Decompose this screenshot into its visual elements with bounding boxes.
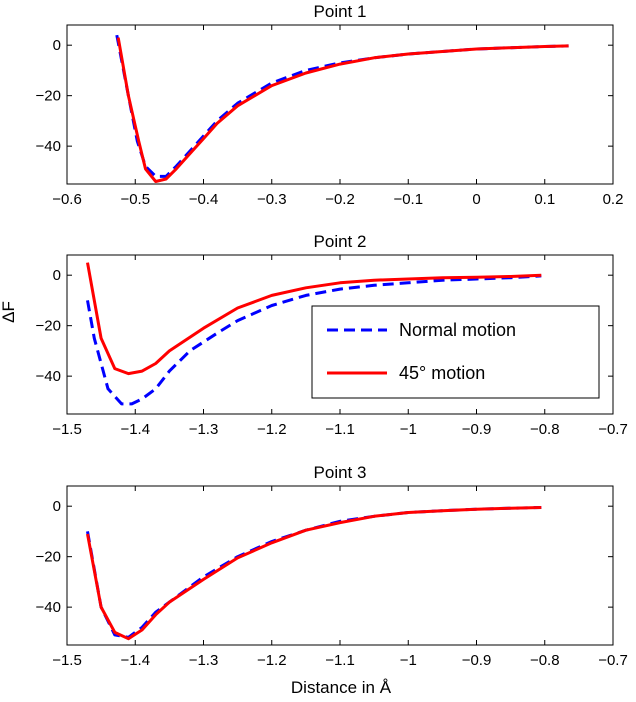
x-tick-label: −1.2 bbox=[257, 421, 287, 438]
y-tick-label: 0 bbox=[53, 267, 61, 284]
panel-3: Point 3 −1.5 −1.4 −1.3 −1.2 −1.1 −1 −0.9 −0.8 −0.… bbox=[36, 463, 628, 669]
y-tick-label: −40 bbox=[36, 599, 61, 616]
panel-title: Point 1 bbox=[314, 2, 367, 21]
x-tick-label: −1.5 bbox=[52, 421, 82, 438]
y-tick-label: 0 bbox=[53, 37, 61, 54]
x-tick-label: −0.4 bbox=[189, 191, 219, 208]
x-tick-label: −0.9 bbox=[462, 652, 492, 669]
x-tick-label: −0.8 bbox=[530, 652, 560, 669]
panel-1: Point 1 −0.6 −0.5 −0.4 −0.3 −0.2 −0.1 0 0.1 0.2 0 −… bbox=[36, 2, 624, 208]
y-tick-label: 0 bbox=[53, 498, 61, 515]
x-tick-label: −0.5 bbox=[120, 191, 150, 208]
y-tick-label: −40 bbox=[36, 138, 61, 155]
panel-title: Point 3 bbox=[314, 463, 367, 482]
legend: Normal motion 45° motion bbox=[311, 305, 600, 399]
x-tick-label: −1.4 bbox=[120, 421, 150, 438]
x-tick-label: −0.1 bbox=[393, 191, 423, 208]
y-tick-label: −40 bbox=[36, 368, 61, 385]
y-axis-label: ΔF bbox=[0, 301, 18, 323]
legend-box bbox=[311, 305, 600, 399]
x-tick-label: −0.8 bbox=[530, 421, 560, 438]
x-tick-label: 0 bbox=[472, 191, 480, 208]
y-tick-label: −20 bbox=[36, 549, 61, 566]
series-45-motion bbox=[86, 506, 542, 641]
legend-label: 45° motion bbox=[399, 363, 485, 383]
series-45-motion bbox=[86, 262, 542, 376]
series-normal-motion bbox=[86, 274, 542, 406]
x-tick-label: −1.3 bbox=[189, 652, 219, 669]
x-tick-label: −1.1 bbox=[325, 652, 355, 669]
panel-2: Point 2 −1.5 −1.4 −1.3 −1.2 −1.1 −1 −0.9 −0.8 −0.… bbox=[36, 232, 628, 438]
x-tick-label: 0.2 bbox=[603, 191, 624, 208]
panel-title: Point 2 bbox=[314, 232, 367, 251]
series-normal-motion bbox=[115, 34, 569, 178]
x-tick-label: −1 bbox=[400, 652, 417, 669]
x-tick-label: −1.2 bbox=[257, 652, 287, 669]
x-tick-label: −0.9 bbox=[462, 421, 492, 438]
x-tick-label: −1.4 bbox=[120, 652, 150, 669]
x-tick-label: −1 bbox=[400, 421, 417, 438]
x-tick-label: −0.2 bbox=[325, 191, 355, 208]
y-tick-label: −20 bbox=[36, 88, 61, 105]
x-tick-label: −0.6 bbox=[52, 191, 82, 208]
series-45-motion bbox=[116, 37, 569, 183]
x-tick-label: −1.5 bbox=[52, 652, 82, 669]
x-tick-label: −0.3 bbox=[257, 191, 287, 208]
legend-label: Normal motion bbox=[399, 320, 516, 340]
x-tick-label: −0.7 bbox=[598, 652, 628, 669]
axes-frame bbox=[66, 24, 614, 185]
x-axis-label: Distance in Å bbox=[291, 678, 392, 697]
x-tick-label: 0.1 bbox=[534, 191, 555, 208]
x-tick-label: −0.7 bbox=[598, 421, 628, 438]
x-tick-label: −1.3 bbox=[189, 421, 219, 438]
y-tick-label: −20 bbox=[36, 318, 61, 335]
x-tick-label: −1.1 bbox=[325, 421, 355, 438]
